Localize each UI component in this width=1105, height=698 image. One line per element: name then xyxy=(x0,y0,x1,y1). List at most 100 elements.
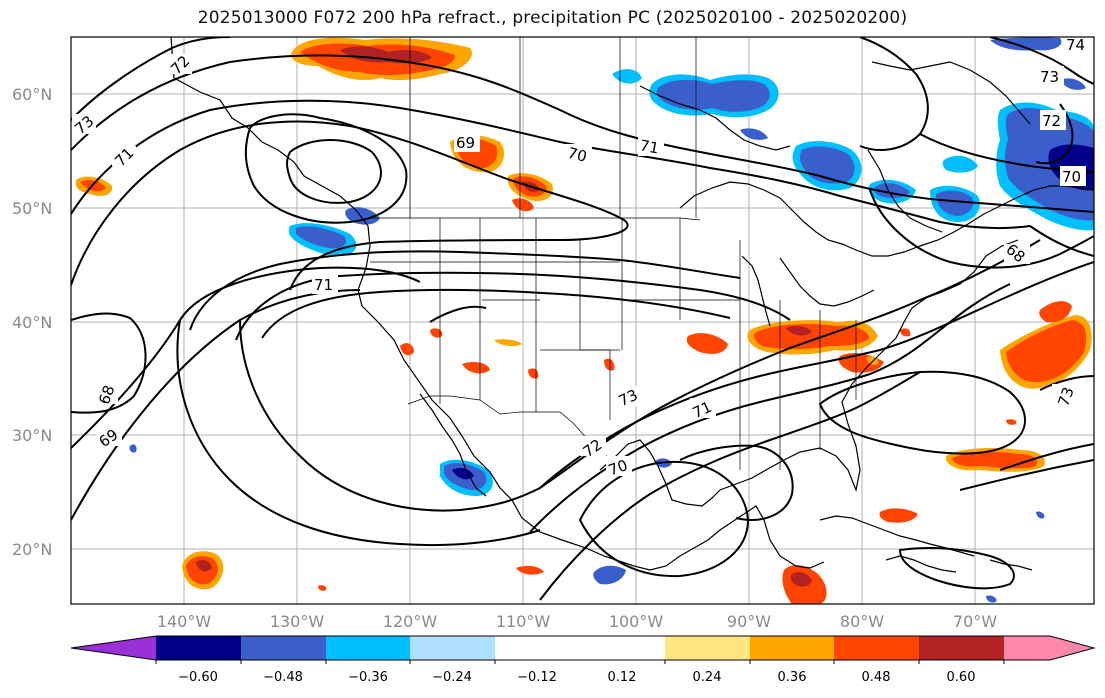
contour-line xyxy=(189,250,741,331)
precip-blob-cool xyxy=(740,128,768,140)
contour-label: 69 xyxy=(456,134,475,152)
precip-blob-warm xyxy=(1006,320,1087,383)
precip-blob-warm xyxy=(400,343,414,356)
precip-blob-warm xyxy=(1039,301,1072,323)
lat-label: 50°N xyxy=(12,199,52,218)
contour-line xyxy=(429,305,487,323)
colorbar-cell xyxy=(750,636,834,660)
contour-line xyxy=(898,547,1015,590)
colorbar-cell xyxy=(1004,636,1050,660)
colorbar-tick-label: 0.36 xyxy=(778,670,807,685)
precip-negative-areas xyxy=(129,37,1094,603)
contour-label: 73 xyxy=(1054,385,1077,409)
precip-blob-warm xyxy=(879,508,918,523)
colorbar-cell xyxy=(156,636,241,660)
lon-label: 90°W xyxy=(727,612,771,631)
contour-line xyxy=(539,261,1094,489)
contour-line xyxy=(71,37,231,121)
latitude-labels: 60°N 50°N 40°N 30°N 20°N xyxy=(12,85,52,559)
contour-line xyxy=(71,54,1094,213)
colorbar: −0.60 −0.48 −0.36 −0.24 −0.12 0.12 0.24 … xyxy=(70,635,1096,685)
contour-line xyxy=(818,370,1026,455)
contour-line xyxy=(176,319,541,547)
colorbar-cell xyxy=(410,636,495,660)
contour-label: 74 xyxy=(1066,36,1085,54)
precip-blob-cool xyxy=(1036,511,1045,519)
precip-blob-warm xyxy=(604,358,615,371)
contour-label: 71 xyxy=(314,276,333,294)
contour-line xyxy=(71,120,629,291)
contour-line xyxy=(679,444,794,521)
chart-title: 2025013000 F072 200 hPa refract., precip… xyxy=(197,8,908,28)
lon-label: 80°W xyxy=(840,612,884,631)
colorbar-cell xyxy=(1050,636,1094,660)
contour-line xyxy=(959,459,1094,491)
contour-label: 71 xyxy=(638,136,660,157)
colorbar-cell xyxy=(326,636,410,660)
precip-blob-cool xyxy=(593,565,626,585)
colorbar-tick-label: 0.48 xyxy=(862,670,891,685)
contour-line xyxy=(71,312,147,414)
map-frame xyxy=(70,36,1095,605)
precip-blob-cool xyxy=(1060,78,1086,90)
colorbar-cell xyxy=(71,636,156,660)
precip-blob-cool xyxy=(656,79,770,112)
precip-blob-warm xyxy=(686,333,728,354)
colorbar-cell xyxy=(495,636,665,660)
precip-blob-cool xyxy=(296,226,347,249)
precip-blob-warm xyxy=(196,560,212,572)
precip-blob-warm xyxy=(318,585,327,591)
lat-label: 30°N xyxy=(12,426,52,445)
precip-blob-warm xyxy=(494,339,522,347)
gridlines xyxy=(71,37,1094,604)
precip-blob-cool xyxy=(452,468,474,480)
colorbar-cell xyxy=(241,636,326,660)
contour-label: 70 xyxy=(1062,168,1081,186)
precip-blob-warm xyxy=(462,362,490,374)
lon-label: 70°W xyxy=(953,612,997,631)
contour-line xyxy=(244,113,408,224)
contour-line xyxy=(235,271,791,341)
colorbar-cell xyxy=(919,636,1004,660)
colorbar-tick-label: 0.12 xyxy=(608,670,637,685)
lon-label: 100°W xyxy=(609,612,664,631)
precip-blob-warm xyxy=(786,325,812,336)
longitude-labels: 140°W 130°W 120°W 110°W 100°W 90°W 80°W … xyxy=(157,612,997,631)
lat-label: 60°N xyxy=(12,85,52,104)
colorbar-tick-label: 0.24 xyxy=(693,670,722,685)
precip-blob-warm xyxy=(430,328,443,338)
lon-label: 140°W xyxy=(157,612,212,631)
colorbar-ticks xyxy=(155,660,1005,664)
colorbar-tick-label: −0.48 xyxy=(263,670,303,685)
precip-blob-cool xyxy=(345,207,380,225)
colorbar-cell xyxy=(834,636,919,660)
contour-line xyxy=(539,371,921,601)
colorbar-tick-label: −0.12 xyxy=(517,670,557,685)
contour-line xyxy=(71,266,421,449)
contour-line xyxy=(286,139,382,204)
coastlines xyxy=(170,37,1094,573)
colorbar-tick-label: −0.36 xyxy=(348,670,388,685)
contour-line xyxy=(859,37,929,151)
contour-label: 70 xyxy=(606,456,630,479)
precip-blob-warm xyxy=(512,198,534,212)
precip-blob-warm xyxy=(900,328,911,337)
lon-label: 110°W xyxy=(496,612,551,631)
precip-blob-cool xyxy=(129,444,137,453)
map-area xyxy=(71,37,1094,604)
precip-blob-cool xyxy=(936,190,973,216)
colorbar-tick-label: 0.60 xyxy=(947,670,976,685)
colorbar-cell xyxy=(665,636,750,660)
colorbar-tick-label: −0.24 xyxy=(432,670,472,685)
precip-blob-warm xyxy=(340,46,432,64)
contour-line xyxy=(869,189,1094,269)
precip-blob-cool xyxy=(942,155,978,173)
precip-blob-warm xyxy=(1006,419,1017,425)
lon-label: 130°W xyxy=(270,612,325,631)
contour-line xyxy=(1039,375,1094,391)
contour-label: 68 xyxy=(95,383,118,407)
precip-blob-warm xyxy=(790,572,812,587)
lat-label: 20°N xyxy=(12,540,52,559)
colorbar-tick-label: −0.60 xyxy=(178,670,218,685)
contour-line xyxy=(989,37,1094,85)
